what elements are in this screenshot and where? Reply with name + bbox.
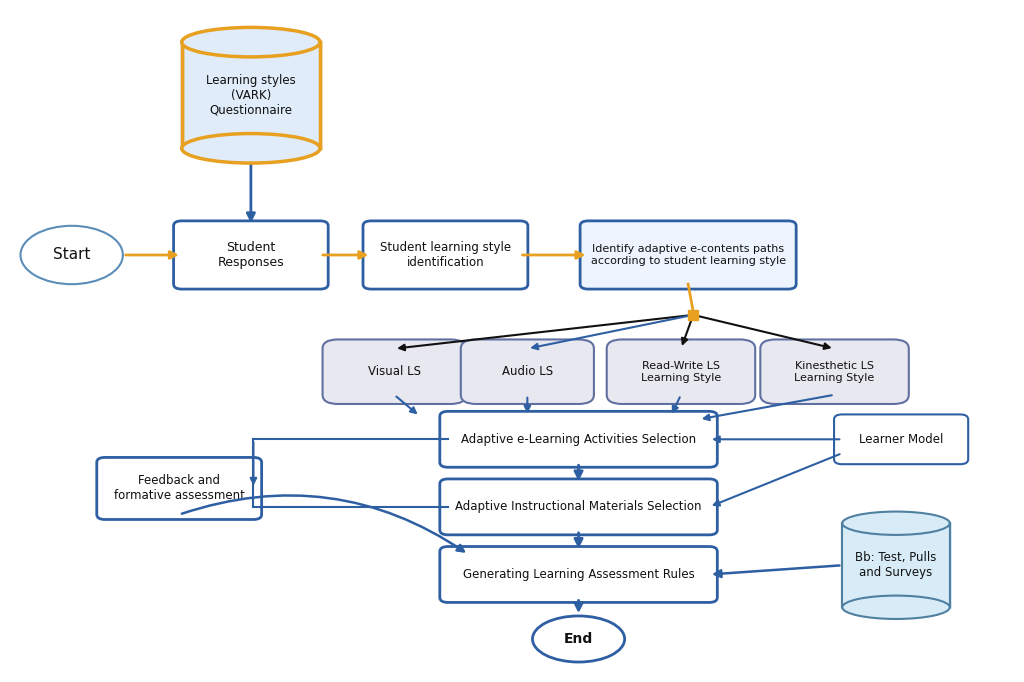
Text: Generating Learning Assessment Rules: Generating Learning Assessment Rules xyxy=(463,568,694,581)
Text: Learning styles
(VARK)
Questionnaire: Learning styles (VARK) Questionnaire xyxy=(206,74,296,117)
Text: Read-Write LS
Learning Style: Read-Write LS Learning Style xyxy=(641,361,721,383)
FancyBboxPatch shape xyxy=(606,340,756,404)
FancyBboxPatch shape xyxy=(323,340,466,404)
Ellipse shape xyxy=(20,226,123,284)
FancyBboxPatch shape xyxy=(461,340,594,404)
Text: Student learning style
identification: Student learning style identification xyxy=(380,241,511,269)
FancyBboxPatch shape xyxy=(173,221,328,289)
FancyBboxPatch shape xyxy=(580,221,797,289)
Ellipse shape xyxy=(532,616,625,662)
Text: Identify adaptive e-contents paths
according to student learning style: Identify adaptive e-contents paths accor… xyxy=(591,244,785,266)
Ellipse shape xyxy=(842,595,950,619)
FancyBboxPatch shape xyxy=(842,523,950,607)
Text: Adaptive Instructional Materials Selection: Adaptive Instructional Materials Selecti… xyxy=(456,501,701,514)
Text: Kinesthetic LS
Learning Style: Kinesthetic LS Learning Style xyxy=(795,361,874,383)
FancyBboxPatch shape xyxy=(760,340,909,404)
Text: Feedback and
formative assessment: Feedback and formative assessment xyxy=(114,475,245,503)
FancyBboxPatch shape xyxy=(439,546,717,602)
Text: Learner Model: Learner Model xyxy=(859,433,943,446)
Text: Student
Responses: Student Responses xyxy=(217,241,285,269)
FancyBboxPatch shape xyxy=(439,479,717,535)
Text: Visual LS: Visual LS xyxy=(368,366,421,379)
Ellipse shape xyxy=(182,27,319,57)
FancyBboxPatch shape xyxy=(96,458,261,520)
Text: Bb: Test, Pulls
and Surveys: Bb: Test, Pulls and Surveys xyxy=(855,551,937,579)
Ellipse shape xyxy=(182,134,319,163)
Ellipse shape xyxy=(842,512,950,535)
Text: Audio LS: Audio LS xyxy=(502,366,553,379)
Text: Start: Start xyxy=(53,248,90,263)
FancyBboxPatch shape xyxy=(439,411,717,467)
FancyBboxPatch shape xyxy=(182,42,319,148)
Text: End: End xyxy=(564,632,593,646)
FancyBboxPatch shape xyxy=(834,415,969,464)
Text: Adaptive e-Learning Activities Selection: Adaptive e-Learning Activities Selection xyxy=(461,433,696,446)
FancyBboxPatch shape xyxy=(362,221,528,289)
